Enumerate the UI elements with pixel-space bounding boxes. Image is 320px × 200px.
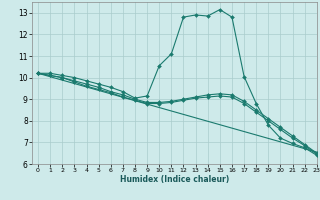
X-axis label: Humidex (Indice chaleur): Humidex (Indice chaleur) xyxy=(120,175,229,184)
